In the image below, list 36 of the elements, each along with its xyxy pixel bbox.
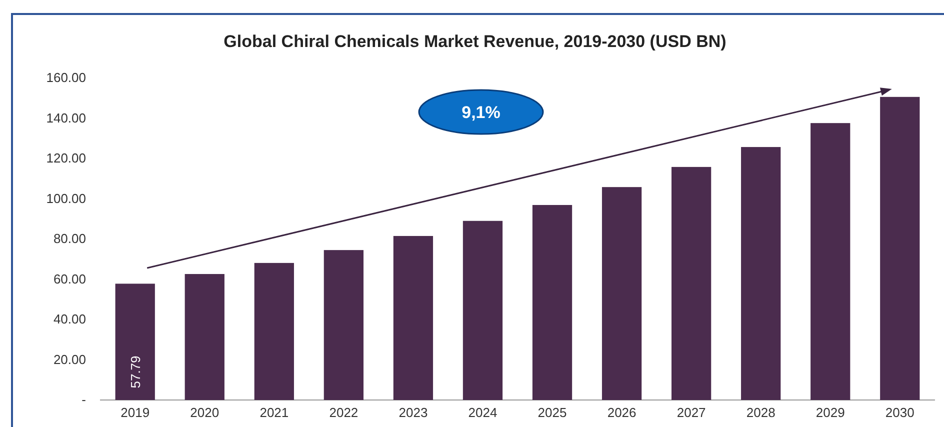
x-tick-label: 2029 xyxy=(816,405,845,420)
y-tick-label: 40.00 xyxy=(53,312,86,327)
bar xyxy=(184,274,224,400)
x-tick-label: 2026 xyxy=(607,405,636,420)
annotation: 9,1% xyxy=(462,103,500,122)
x-tick-label: 2025 xyxy=(538,405,567,420)
x-tick-label: 2027 xyxy=(676,405,706,420)
data-label: 57.79 xyxy=(128,356,144,388)
bar xyxy=(741,147,781,400)
x-tick-label: 2019 xyxy=(120,405,150,420)
bar xyxy=(602,187,642,400)
bar xyxy=(880,96,920,400)
y-tick-label: 100.00 xyxy=(46,190,86,206)
bar xyxy=(324,250,364,400)
chart-title: Global Chiral Chemicals Market Revenue, 2019-2030 (USD BN) xyxy=(224,32,726,51)
bar xyxy=(254,262,294,400)
y-tick-label: 80.00 xyxy=(53,231,86,246)
bar xyxy=(532,204,572,400)
x-tick-label: 2030 xyxy=(885,405,914,420)
bar xyxy=(115,284,155,400)
x-tick-label: 2024 xyxy=(468,405,498,420)
x-tick-label: 2020 xyxy=(190,405,220,420)
bar xyxy=(810,123,850,400)
y-tick-label: 160.00 xyxy=(46,70,86,86)
bar xyxy=(393,236,434,400)
bar xyxy=(672,166,712,400)
y-tick-label: 20.00 xyxy=(53,352,86,367)
y-tick-label: - xyxy=(82,392,86,408)
x-tick-label: 2021 xyxy=(260,405,289,420)
bar xyxy=(462,220,503,400)
x-tick-label: 2023 xyxy=(398,405,428,420)
y-tick-label: 140.00 xyxy=(46,110,86,126)
y-tick-label: 60.00 xyxy=(53,271,86,286)
x-tick-label: 2028 xyxy=(746,405,776,420)
y-tick-label: 120.00 xyxy=(46,150,86,166)
x-tick-label: 2022 xyxy=(329,405,358,420)
